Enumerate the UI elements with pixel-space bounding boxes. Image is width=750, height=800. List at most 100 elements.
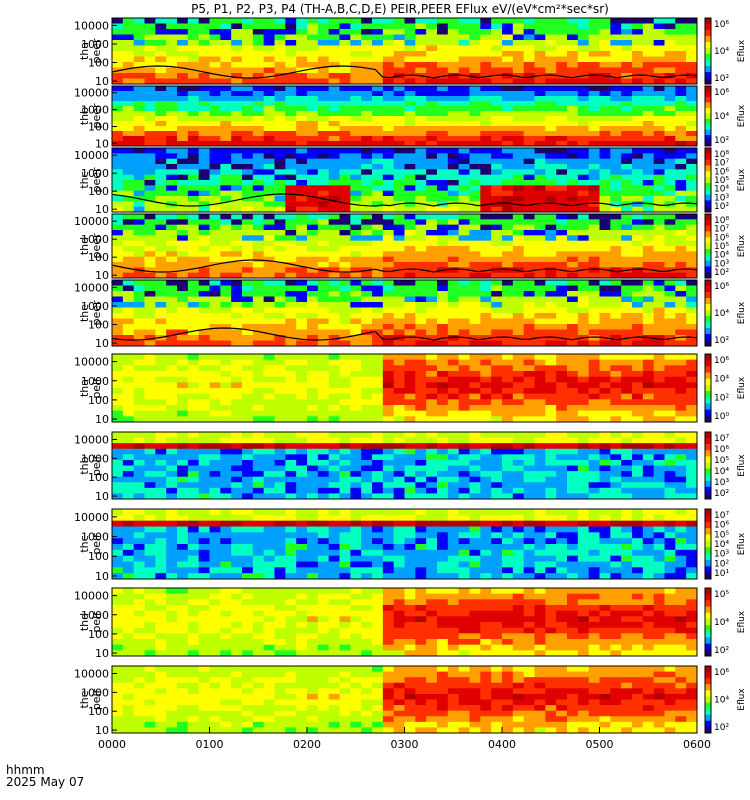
heatmap-cell xyxy=(382,262,395,268)
heatmap-cell xyxy=(252,201,265,208)
heatmap-cell xyxy=(393,62,405,68)
heatmap-cell xyxy=(339,106,351,112)
heatmap-cell xyxy=(220,555,232,562)
heatmap-cell xyxy=(155,291,167,297)
heatmap-cell xyxy=(328,45,340,52)
heatmap-cell xyxy=(242,62,254,68)
heatmap-cell xyxy=(112,267,124,274)
heatmap-cell xyxy=(285,376,297,383)
heatmap-cell xyxy=(599,153,611,160)
heatmap-cell xyxy=(567,136,579,142)
colorbar-segment xyxy=(705,234,711,238)
heatmap-cell xyxy=(112,520,124,527)
heatmap-cell xyxy=(664,73,676,79)
heatmap-cell xyxy=(502,482,514,489)
heatmap-cell xyxy=(480,214,492,220)
heatmap-cell xyxy=(209,432,221,439)
heatmap-cell xyxy=(328,201,340,208)
heatmap-cell xyxy=(177,230,189,236)
heatmap-cell xyxy=(469,45,481,52)
heatmap-cell xyxy=(328,454,340,461)
heatmap-cell xyxy=(653,382,665,389)
colorbar-label: Eflux xyxy=(737,234,747,257)
heatmap-cell xyxy=(263,437,275,444)
heatmap-cell xyxy=(317,335,330,341)
heatmap-cell xyxy=(447,29,460,35)
heatmap-cell xyxy=(491,291,503,297)
heatmap-cell xyxy=(545,164,557,170)
heatmap-cell xyxy=(198,354,210,361)
heatmap-cell xyxy=(458,240,470,247)
heatmap-cell xyxy=(382,443,395,450)
heatmap-cell xyxy=(632,267,644,274)
heatmap-cell xyxy=(599,465,611,472)
heatmap-cell xyxy=(350,262,362,268)
heatmap-cell xyxy=(404,23,416,30)
heatmap-cell xyxy=(242,148,254,154)
heatmap-cell xyxy=(112,106,124,112)
heatmap-cell xyxy=(296,262,308,268)
heatmap-cell xyxy=(426,262,438,268)
heatmap-cell xyxy=(382,45,395,52)
heatmap-cell xyxy=(404,354,416,361)
heatmap-cell xyxy=(545,291,557,297)
heatmap-cell xyxy=(339,101,351,107)
heatmap-cell xyxy=(361,335,373,341)
heatmap-cell xyxy=(166,296,178,303)
heatmap-cell xyxy=(166,291,178,297)
heatmap-cell xyxy=(144,51,156,57)
heatmap-cell xyxy=(437,313,449,319)
heatmap-cell xyxy=(133,136,145,142)
heatmap-cell xyxy=(328,158,340,165)
heatmap-cell xyxy=(404,180,416,186)
heatmap-cell xyxy=(382,272,395,279)
heatmap-cell xyxy=(653,318,665,325)
heatmap-cell xyxy=(350,180,362,186)
heatmap-cell xyxy=(512,246,525,252)
heatmap-cell xyxy=(599,136,611,142)
heatmap-cell xyxy=(339,256,351,263)
heatmap-cell xyxy=(166,476,178,483)
heatmap-cell xyxy=(469,459,481,466)
heatmap-cell xyxy=(664,164,676,170)
heatmap-cell xyxy=(361,393,373,400)
colorbar-segment xyxy=(705,214,711,218)
heatmap-cell xyxy=(263,382,275,389)
heatmap-cell xyxy=(653,91,665,97)
heatmap-cell xyxy=(491,307,503,314)
heatmap-cell xyxy=(112,509,124,516)
heatmap-cell xyxy=(133,324,145,330)
heatmap-cell xyxy=(577,324,590,330)
heatmap-cell xyxy=(469,267,481,274)
heatmap-cell xyxy=(567,106,579,112)
heatmap-cell xyxy=(361,230,373,236)
heatmap-cell xyxy=(220,493,232,500)
heatmap-cell xyxy=(556,324,568,330)
heatmap-cell xyxy=(252,219,265,226)
heatmap-cell xyxy=(328,111,340,117)
heatmap-cell xyxy=(415,388,427,395)
heatmap-cell xyxy=(632,91,644,97)
heatmap-cell xyxy=(632,78,644,85)
heatmap-cell xyxy=(252,371,265,378)
heatmap-cell xyxy=(491,240,503,247)
heatmap-cell xyxy=(372,285,384,292)
heatmap-cell xyxy=(642,471,655,478)
heatmap-cell xyxy=(220,67,232,74)
heatmap-cell xyxy=(447,196,460,202)
heatmap-cell xyxy=(502,329,514,336)
heatmap-cell xyxy=(545,465,557,472)
heatmap-cell xyxy=(664,148,676,154)
heatmap-cell xyxy=(599,416,611,423)
heatmap-cell xyxy=(502,190,514,197)
heatmap-cell xyxy=(491,116,503,122)
heatmap-cell xyxy=(447,454,460,461)
heatmap-cell xyxy=(447,62,460,68)
heatmap-cell xyxy=(133,96,145,102)
heatmap-cell xyxy=(220,235,232,242)
heatmap-cell xyxy=(242,34,254,41)
heatmap-cell xyxy=(567,45,579,52)
heatmap-cell xyxy=(112,190,124,197)
heatmap-cell xyxy=(328,185,340,192)
heatmap-cell xyxy=(350,416,362,423)
